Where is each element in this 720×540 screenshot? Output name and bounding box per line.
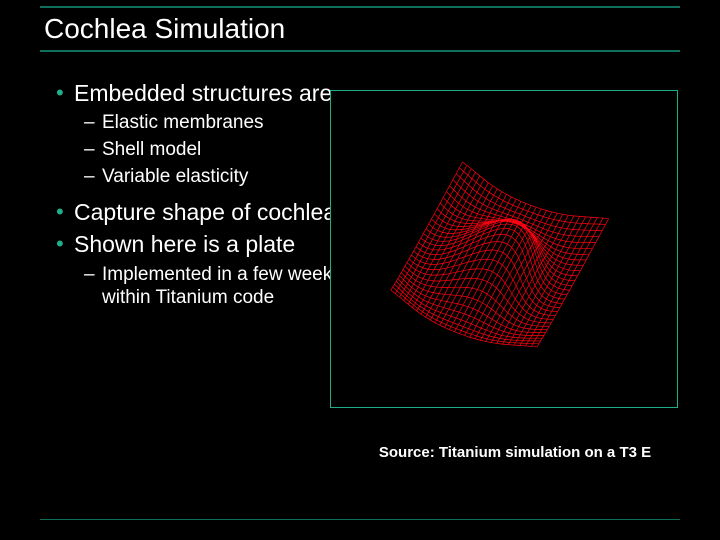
sub-bullet-item: Elastic membranes (74, 112, 346, 135)
bullet-text: Shown here is a plate (74, 231, 295, 257)
bullet-text: Embedded structures are (74, 80, 332, 106)
sub-bullet-item: Implemented in a few weeks within Titani… (74, 264, 346, 310)
sub-bullet-text: Implemented in a few weeks within Titani… (102, 264, 342, 308)
sub-bullet-item: Shell model (74, 139, 346, 162)
bullet-item: Embedded structures are Elastic membrane… (56, 80, 346, 189)
bullet-text: Capture shape of cochlea (74, 199, 336, 225)
slide-title: Cochlea Simulation (44, 13, 285, 45)
bullet-item: Shown here is a plate Implemented in a f… (56, 231, 346, 309)
slide: Cochlea Simulation Embedded structures a… (0, 0, 720, 540)
bottom-rule (40, 519, 680, 520)
sub-bullet-text: Variable elasticity (102, 166, 248, 187)
title-bar: Cochlea Simulation (40, 6, 680, 52)
bullet-item: Capture shape of cochlea (56, 199, 346, 225)
sub-bullet-item: Variable elasticity (74, 166, 346, 189)
sub-bullet-text: Shell model (102, 139, 201, 160)
sub-bullet-text: Elastic membranes (102, 112, 264, 133)
bullet-content: Embedded structures are Elastic membrane… (56, 80, 346, 319)
figure-wireframe (330, 90, 678, 408)
mesh-svg (331, 91, 677, 407)
figure-caption: Source: Titanium simulation on a T3 E (345, 444, 685, 461)
